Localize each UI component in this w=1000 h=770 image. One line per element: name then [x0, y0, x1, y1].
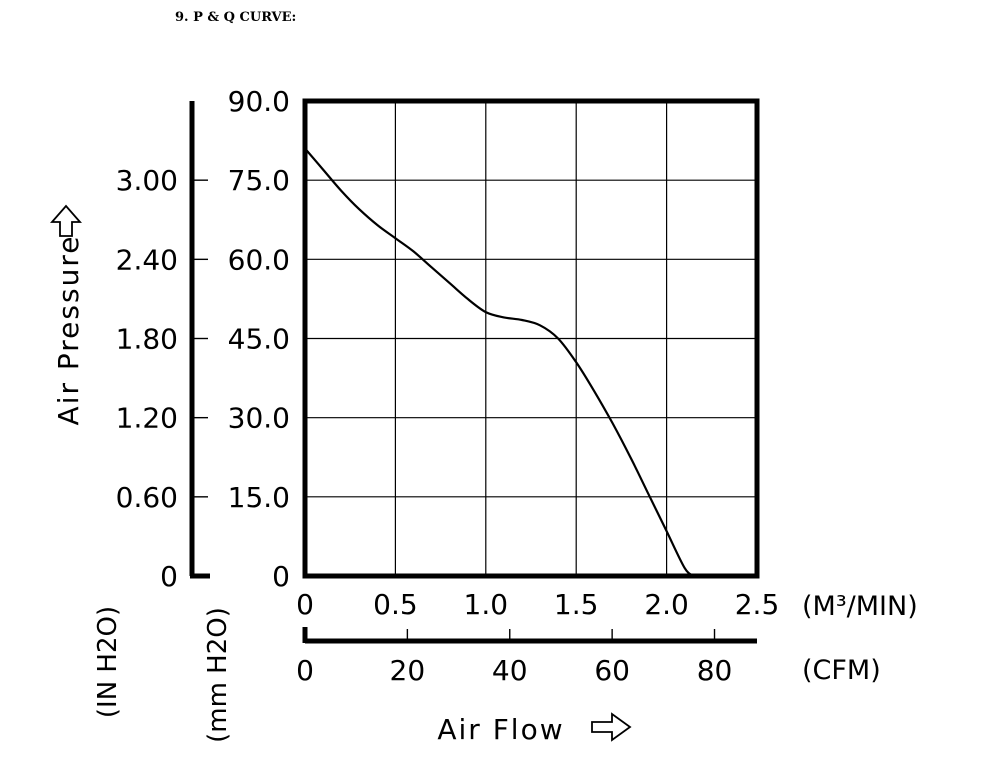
- x-tick-label-m3min: 1.0: [464, 588, 509, 621]
- x-unit-primary: (M³/MIN): [802, 591, 918, 622]
- x-axis-arrow-icon: [591, 712, 632, 742]
- x-tick-label-m3min: 0.5: [373, 588, 418, 621]
- grid-lines: [305, 101, 757, 576]
- y-axis-title: Air Pressure: [52, 235, 85, 426]
- x-tick-label-m3min: 0: [296, 588, 314, 621]
- y-tick-label-mm: 75.0: [228, 164, 290, 197]
- y-tick-label-mm: 0: [272, 560, 290, 593]
- cfm-tick-marks: [406, 629, 716, 641]
- x-tick-label-cfm: 80: [697, 654, 733, 687]
- y-tick-label-in: 0: [160, 560, 178, 593]
- section-heading: 9. P & Q CURVE:: [175, 10, 297, 25]
- y-tick-label-mm: 60.0: [228, 243, 290, 276]
- x-unit-secondary: (CFM): [802, 655, 881, 686]
- cfm-tick-labels: 0 20 40 60 80: [296, 654, 732, 687]
- y-tick-label-mm: 90.0: [228, 85, 290, 118]
- x-tick-labels: 0 0.5 1.0 1.5 2.0 2.5: [296, 588, 779, 621]
- pq-curve-line: [304, 147, 695, 577]
- y-tick-label-mm: 15.0: [228, 481, 290, 514]
- y-tick-label-in: 1.80: [116, 323, 178, 356]
- y-tick-label-in: 2.40: [116, 243, 178, 276]
- y-tick-label-mm: 45.0: [228, 323, 290, 356]
- x-tick-label-m3min: 2.5: [735, 588, 780, 621]
- y-tick-label-in: 0.60: [116, 481, 178, 514]
- x-tick-label-cfm: 60: [594, 654, 630, 687]
- inner-y-tick-labels: 0 15.0 30.0 45.0 60.0 75.0 90.0: [228, 85, 290, 593]
- y-tick-label-mm: 30.0: [228, 402, 290, 435]
- x-tick-label-cfm: 20: [390, 654, 426, 687]
- x-tick-label-cfm: 40: [492, 654, 528, 687]
- y-tick-label-in: 3.00: [116, 164, 178, 197]
- outer-y-unit: (IN H2O): [93, 606, 123, 718]
- plot-frame: [302, 98, 760, 579]
- outer-y-tick-labels: 0 0.60 1.20 1.80 2.40 3.00: [116, 164, 208, 593]
- y-tick-label-in: 1.20: [116, 402, 178, 435]
- x-axis-title: Air Flow: [437, 713, 564, 746]
- x-tick-label-cfm: 0: [296, 654, 314, 687]
- x-tick-label-m3min: 2.0: [644, 588, 689, 621]
- inner-y-unit: (mm H2O): [203, 607, 233, 743]
- y-axis-arrow-icon: [50, 204, 82, 237]
- x-tick-label-m3min: 1.5: [554, 588, 599, 621]
